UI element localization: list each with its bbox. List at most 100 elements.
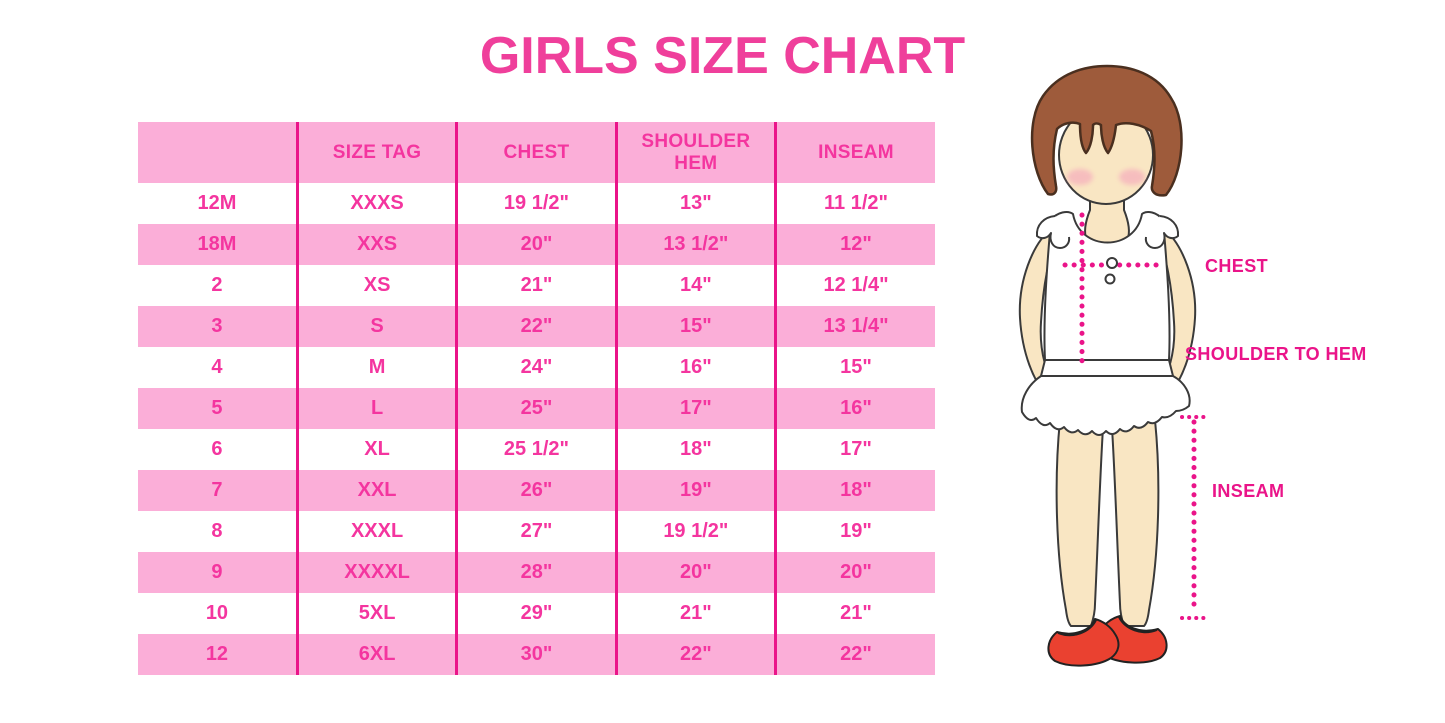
table-cell: 18" [614, 429, 776, 470]
ruffle-skirt [1020, 375, 1191, 436]
hair [1030, 64, 1183, 197]
table-cell: 24" [455, 347, 617, 388]
table-cell: 3 [211, 315, 223, 337]
shoulder-to-hem-label: SHOULDER TO HEM [1185, 344, 1367, 364]
bottom-button [1104, 273, 1116, 285]
table-cell: 15" [614, 306, 776, 347]
table-cell: XXS [295, 224, 457, 265]
table-cell: S [295, 306, 457, 347]
table-row: 12 6XL 30" 22" 22" [138, 634, 935, 675]
column-header-chest: CHEST [455, 122, 617, 183]
table-row: 5 L 25" 17" 16" [138, 388, 935, 429]
table-cell: 13" [614, 183, 776, 224]
table-cell: 17" [614, 388, 776, 429]
table-cell: 19 1/2" [455, 183, 617, 224]
chest-label: CHEST [1205, 256, 1268, 276]
table-cell: 21" [774, 593, 935, 634]
table-cell: 20" [614, 552, 776, 593]
table-row: 12M XXXS 19 1/2" 13" 11 1/2" [138, 183, 935, 224]
table-cell: 10 [205, 602, 229, 624]
table-cell: XXXXL [295, 552, 457, 593]
table-cell: 8 [211, 520, 223, 542]
table-cell: 2 [211, 274, 223, 296]
table-cell: 22" [774, 634, 935, 675]
column-header-size [138, 122, 297, 183]
girl-illustration: CHEST SHOULDER TO HEM INSEAM [985, 60, 1445, 723]
table-cell: 29" [455, 593, 617, 634]
table-cell: 13 1/2" [614, 224, 776, 265]
table-cell: XS [295, 265, 457, 306]
table-row: 10 5XL 29" 21" 21" [138, 593, 935, 634]
table-cell: 9 [211, 561, 223, 583]
inseam-label: INSEAM [1212, 481, 1284, 501]
column-header-shoulder-hem: SHOULDER HEM [614, 122, 776, 183]
table-cell: 15" [774, 347, 935, 388]
table-cell: 25" [455, 388, 617, 429]
table-cell: 20" [774, 552, 935, 593]
table-cell: 18" [774, 470, 935, 511]
right-shoe-strap [1118, 616, 1158, 634]
table-cell: 12M [197, 192, 237, 214]
table-cell: 5 [211, 397, 223, 419]
table-cell: 5XL [295, 593, 457, 634]
table-row: 8 XXXL 27" 19 1/2" 19" [138, 511, 935, 552]
table-row: 7 XXL 26" 19" 18" [138, 470, 935, 511]
table-cell: 30" [455, 634, 617, 675]
right-leg [1111, 419, 1160, 627]
table-cell: 16" [774, 388, 935, 429]
table-cell: 12" [774, 224, 935, 265]
right-shoulder-ruffle [1144, 215, 1180, 249]
table-cell: 17" [774, 429, 935, 470]
table-cell: 6XL [295, 634, 457, 675]
table-cell: 28" [455, 552, 617, 593]
right-cheek-blush [1119, 169, 1145, 185]
table-cell: 22" [614, 634, 776, 675]
table-cell: 16" [614, 347, 776, 388]
table-cell: XXXS [295, 183, 457, 224]
left-leg [1055, 419, 1104, 627]
top-bodice [1043, 211, 1171, 361]
table-cell: L [295, 388, 457, 429]
left-cheek-blush [1067, 169, 1093, 185]
table-row: 9 XXXXL 28" 20" 20" [138, 552, 935, 593]
column-header-size-tag: SIZE TAG [295, 122, 457, 183]
table-cell: XL [295, 429, 457, 470]
table-cell: 19" [774, 511, 935, 552]
table-cell: 22" [455, 306, 617, 347]
table-cell: 21" [455, 265, 617, 306]
table-cell: 18M [197, 233, 237, 255]
left-shoe [1047, 618, 1120, 667]
left-shoulder-ruffle [1035, 215, 1071, 249]
table-cell: 19" [614, 470, 776, 511]
table-cell: 14" [614, 265, 776, 306]
table-cell: 25 1/2" [455, 429, 617, 470]
table-cell: M [295, 347, 457, 388]
waistband [1040, 359, 1174, 377]
table-cell: 13 1/4" [774, 306, 935, 347]
table-cell: 12 1/4" [774, 265, 935, 306]
table-cell: 7 [211, 479, 223, 501]
table-header-row: SIZE TAG CHEST SHOULDER HEM INSEAM [138, 122, 935, 183]
table-cell: 4 [211, 356, 223, 378]
table-cell: 19 1/2" [614, 511, 776, 552]
page-title: GIRLS SIZE CHART [479, 27, 966, 85]
table-cell: 6 [211, 438, 223, 460]
table-row: 18M XXS 20" 13 1/2" 12" [138, 224, 935, 265]
table-cell: 27" [455, 511, 617, 552]
table-cell: 12 [205, 643, 229, 665]
column-header-inseam: INSEAM [774, 122, 935, 183]
table-cell: 21" [614, 593, 776, 634]
table-row: 2 XS 21" 14" 12 1/4" [138, 265, 935, 306]
table-row: 3 S 22" 15" 13 1/4" [138, 306, 935, 347]
table-row: 4 M 24" 16" 15" [138, 347, 935, 388]
top-button [1106, 257, 1118, 269]
table-cell: XXXL [295, 511, 457, 552]
table-cell: XXL [295, 470, 457, 511]
table-row: 6 XL 25 1/2" 18" 17" [138, 429, 935, 470]
size-chart-table: SIZE TAG CHEST SHOULDER HEM INSEAM 12M XXXS 19… [138, 122, 935, 675]
table-cell: 20" [455, 224, 617, 265]
table-cell: 11 1/2" [774, 183, 935, 224]
table-cell: 26" [455, 470, 617, 511]
left-shoe-strap [1057, 619, 1097, 637]
